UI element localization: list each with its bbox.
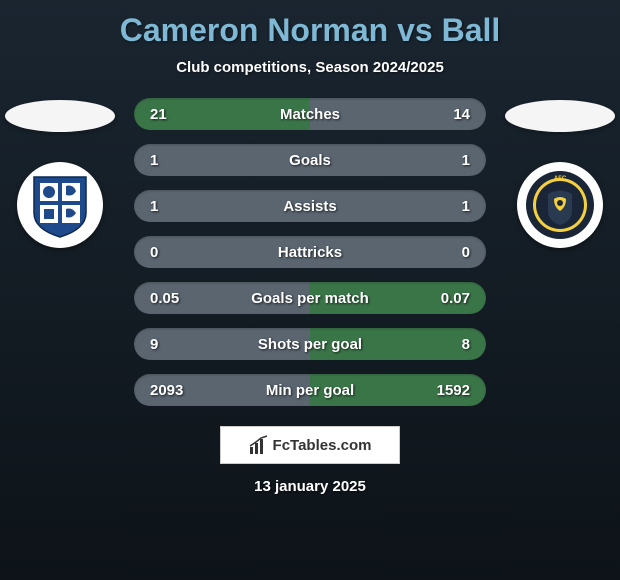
stat-row: 9 Shots per goal 8	[134, 328, 486, 360]
stat-right-value: 1	[420, 198, 470, 215]
comparison-container: 21 Matches 14 1 Goals 1 1 Assists 1 0 Hattricks 0 0.…	[0, 98, 620, 420]
stat-label: Assists	[283, 198, 336, 215]
stat-row: 0 Hattricks 0	[134, 236, 486, 268]
footer-label: FcTables.com	[273, 437, 372, 454]
stat-right-value: 14	[420, 106, 470, 123]
date-label: 13 january 2025	[0, 478, 620, 495]
stat-label: Min per goal	[266, 382, 354, 399]
stat-row: 2093 Min per goal 1592	[134, 374, 486, 406]
page-title: Cameron Norman vs Ball	[0, 0, 620, 49]
stat-label: Matches	[280, 106, 340, 123]
stat-right-value: 1	[420, 152, 470, 169]
stat-right-value: 0	[420, 244, 470, 261]
stat-row: 0.05 Goals per match 0.07	[134, 282, 486, 314]
left-player-photo	[5, 100, 115, 132]
stats-list: 21 Matches 14 1 Goals 1 1 Assists 1 0 Hattricks 0 0.…	[120, 98, 500, 420]
stat-label: Goals	[289, 152, 331, 169]
tranmere-rovers-crest	[17, 162, 103, 248]
stat-left-value: 0.05	[150, 290, 200, 307]
stat-left-value: 1	[150, 152, 200, 169]
stat-right-value: 1592	[420, 382, 470, 399]
stat-row: 1 Goals 1	[134, 144, 486, 176]
stat-left-value: 9	[150, 336, 200, 353]
svg-text:AFC: AFC	[554, 176, 567, 182]
stat-label: Hattricks	[278, 244, 342, 261]
stat-right-value: 0.07	[420, 290, 470, 307]
stat-left-value: 2093	[150, 382, 200, 399]
left-player-column	[0, 98, 120, 248]
stat-row: 21 Matches 14	[134, 98, 486, 130]
right-player-column: AFC	[500, 98, 620, 248]
stat-label: Shots per goal	[258, 336, 362, 353]
stat-left-value: 0	[150, 244, 200, 261]
stat-left-value: 1	[150, 198, 200, 215]
fctables-logo[interactable]: FcTables.com	[220, 426, 400, 464]
subtitle: Club competitions, Season 2024/2025	[0, 59, 620, 76]
right-player-photo	[505, 100, 615, 132]
stat-left-value: 21	[150, 106, 200, 123]
stat-label: Goals per match	[251, 290, 369, 307]
stat-right-value: 8	[420, 336, 470, 353]
stat-row: 1 Assists 1	[134, 190, 486, 222]
afc-wimbledon-crest: AFC	[517, 162, 603, 248]
